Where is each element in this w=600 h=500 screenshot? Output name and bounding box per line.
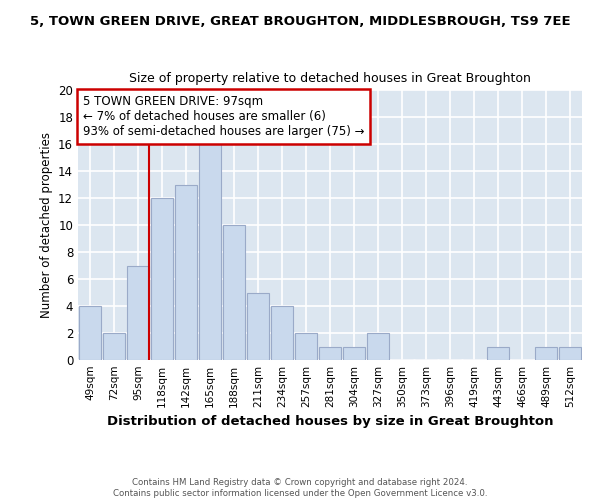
Bar (535, 346, 557, 360)
Bar (175, 184, 197, 360)
Bar (343, 346, 365, 360)
Bar (199, 130, 221, 360)
Bar (151, 198, 173, 360)
Y-axis label: Number of detached properties: Number of detached properties (40, 132, 53, 318)
Bar (559, 346, 581, 360)
Bar (103, 333, 125, 360)
Text: Contains HM Land Registry data © Crown copyright and database right 2024.
Contai: Contains HM Land Registry data © Crown c… (113, 478, 487, 498)
Bar (271, 306, 293, 360)
Bar (223, 225, 245, 360)
Bar (79, 306, 101, 360)
Bar (487, 346, 509, 360)
Title: Size of property relative to detached houses in Great Broughton: Size of property relative to detached ho… (129, 72, 531, 85)
Bar (367, 333, 389, 360)
Bar (247, 292, 269, 360)
Bar (127, 266, 149, 360)
X-axis label: Distribution of detached houses by size in Great Broughton: Distribution of detached houses by size … (107, 416, 553, 428)
Bar (295, 333, 317, 360)
Bar (319, 346, 341, 360)
Text: 5, TOWN GREEN DRIVE, GREAT BROUGHTON, MIDDLESBROUGH, TS9 7EE: 5, TOWN GREEN DRIVE, GREAT BROUGHTON, MI… (29, 15, 571, 28)
Text: 5 TOWN GREEN DRIVE: 97sqm
← 7% of detached houses are smaller (6)
93% of semi-de: 5 TOWN GREEN DRIVE: 97sqm ← 7% of detach… (83, 96, 365, 138)
